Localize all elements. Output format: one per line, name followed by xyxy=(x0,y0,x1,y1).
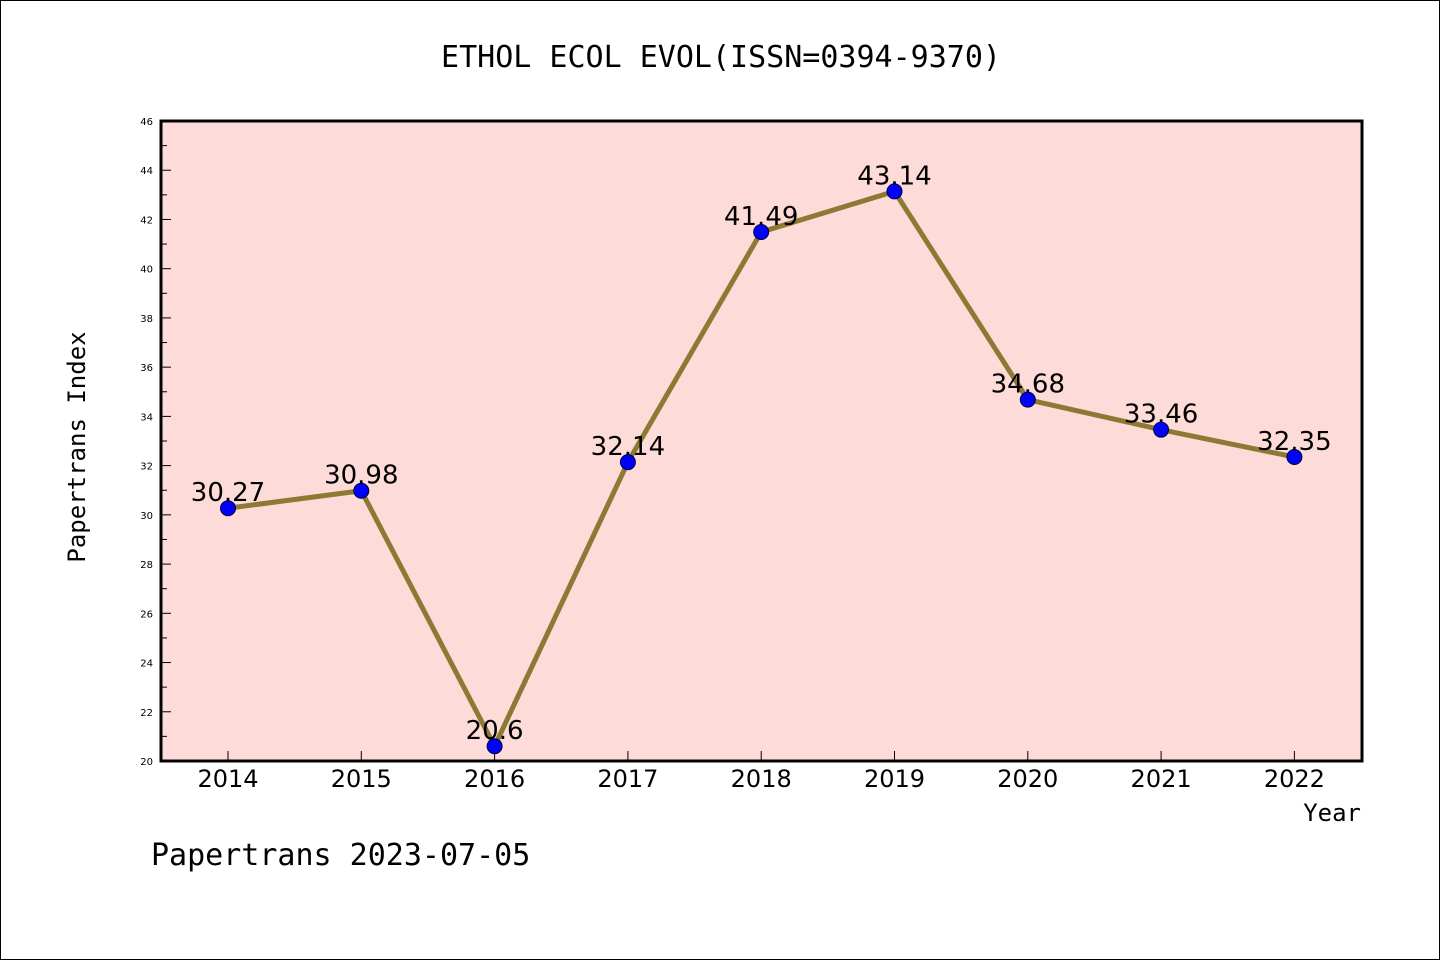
data-point xyxy=(753,224,770,241)
y-tick-label: 42 xyxy=(140,215,153,226)
x-tick-label: 2019 xyxy=(864,765,925,793)
data-labels: 30.27 30.98 20.6 32.14 41.49 43.14 34.68 33.46 3… xyxy=(191,161,1332,746)
x-tick-label: 2022 xyxy=(1264,765,1325,793)
data-point xyxy=(486,738,503,755)
data-label: 32.35 xyxy=(1257,427,1331,457)
y-axis-ticks: 20 22 24 26 28 30 32 34 36 38 40 42 44 46 xyxy=(140,117,171,768)
y-tick-label: 26 xyxy=(140,609,153,620)
data-point xyxy=(1153,421,1170,438)
chart-title: ETHOL ECOL EVOL(ISSN=0394-9370) xyxy=(441,40,1001,75)
data-label: 32.14 xyxy=(591,432,665,462)
x-tick-label: 2015 xyxy=(331,765,392,793)
plot-border xyxy=(159,119,1364,763)
data-label: 41.49 xyxy=(724,202,798,232)
y-tick-label: 40 xyxy=(140,265,153,276)
x-axis-title: Year xyxy=(1303,799,1361,827)
y-tick-label: 44 xyxy=(140,166,153,177)
x-tick-label: 2021 xyxy=(1131,765,1192,793)
data-label: 20.6 xyxy=(466,716,524,746)
y-tick-label: 34 xyxy=(140,412,153,423)
y-tick-label: 36 xyxy=(140,363,153,374)
y-tick-label: 22 xyxy=(140,708,153,719)
y-tick-label: 24 xyxy=(140,659,153,670)
footer-date: Papertrans 2023-07-05 xyxy=(151,838,530,873)
x-tick-label: 2014 xyxy=(197,765,258,793)
x-tick-label: 2016 xyxy=(464,765,525,793)
data-label: 30.98 xyxy=(324,461,398,491)
data-point xyxy=(1286,449,1303,465)
data-label: 33.46 xyxy=(1124,400,1198,430)
y-axis-title: Papertrans Index xyxy=(63,331,91,562)
series-group xyxy=(220,183,1303,755)
data-point xyxy=(353,482,370,499)
data-label: 34.68 xyxy=(991,370,1065,400)
y-tick-label: 38 xyxy=(140,314,153,325)
data-point xyxy=(886,183,903,200)
data-point xyxy=(220,500,236,517)
y-tick-label: 20 xyxy=(140,757,153,768)
x-tick-label: 2017 xyxy=(597,765,658,793)
y-tick-label: 30 xyxy=(140,511,153,522)
data-point xyxy=(619,454,636,471)
x-tick-label: 2018 xyxy=(731,765,792,793)
x-axis-ticks: 2014 2015 2016 2017 2018 2019 2020 2021 2022 xyxy=(197,751,1325,793)
y-tick-label: 32 xyxy=(140,462,153,473)
x-tick-label: 2020 xyxy=(997,765,1058,793)
y-tick-label: 28 xyxy=(140,560,153,571)
y-tick-label: 46 xyxy=(140,117,153,128)
data-point xyxy=(1019,391,1036,408)
data-label: 43.14 xyxy=(857,161,931,191)
data-label: 30.27 xyxy=(191,478,265,508)
